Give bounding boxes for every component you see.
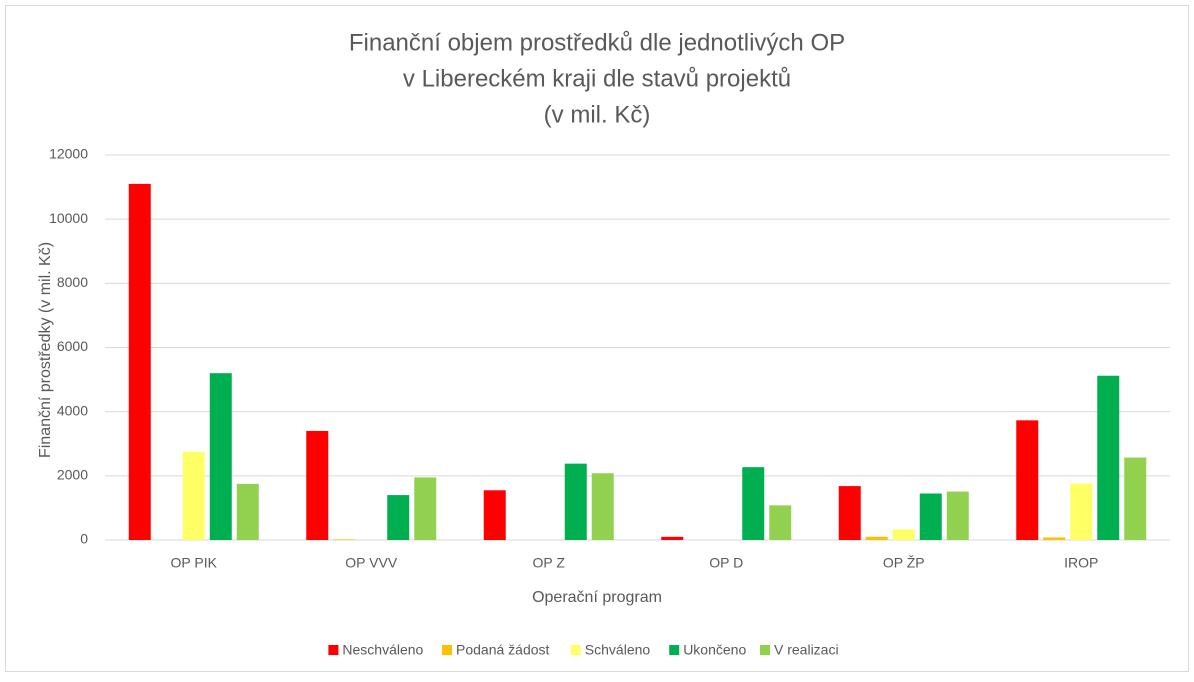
chart-border: [5, 5, 1189, 672]
bar: [838, 486, 861, 540]
bar: [564, 463, 587, 540]
y-tick-label: 0: [80, 531, 88, 547]
x-tick-label: OP ŽP: [883, 555, 925, 571]
chart-title: Finanční objem prostředků dle jednotlivý…: [349, 29, 845, 56]
bar: [742, 467, 765, 540]
legend-label: Schváleno: [585, 642, 651, 658]
bar: [946, 491, 969, 540]
legend-label: Podaná žádost: [456, 642, 550, 658]
bar: [892, 529, 915, 540]
bar: [483, 490, 506, 540]
bar: [182, 451, 205, 540]
legend-swatch: [669, 645, 680, 655]
bar: [128, 183, 151, 540]
bar: [1097, 375, 1120, 540]
x-tick-label: OP Z: [533, 555, 566, 571]
legend-swatch: [570, 645, 581, 655]
bar: [1124, 457, 1147, 540]
y-tick-label: 4000: [57, 402, 88, 418]
legend-swatch: [760, 645, 770, 655]
x-axis-title: Operační program: [532, 589, 662, 606]
bar: [306, 430, 329, 540]
bar: [769, 505, 792, 540]
y-tick-label: 10000: [49, 210, 88, 226]
bar: [661, 536, 684, 540]
x-tick-label: OP D: [709, 555, 743, 571]
y-tick-label: 2000: [57, 467, 88, 483]
bar: [387, 495, 410, 540]
x-tick-label: OP PIK: [171, 555, 218, 571]
bar: [209, 373, 232, 540]
y-axis-title: Finanční prostředky (v mil. Kč): [37, 242, 54, 458]
legend-label: V realizaci: [774, 642, 839, 658]
bar: [1070, 483, 1093, 540]
y-tick-label: 12000: [49, 146, 88, 162]
bar: [1043, 537, 1066, 540]
bar: [865, 536, 888, 540]
legend-swatch: [442, 645, 452, 655]
legend-swatch: [328, 645, 339, 655]
legend-label: Neschváleno: [342, 642, 423, 658]
y-tick-label: 8000: [57, 274, 88, 290]
chart-title: (v mil. Kč): [544, 101, 651, 128]
x-tick-label: OP VVV: [345, 555, 398, 571]
bar: [919, 493, 942, 540]
x-tick-label: IROP: [1064, 555, 1098, 571]
legend-label: Ukončeno: [683, 642, 746, 658]
bar: [236, 483, 259, 540]
bar: [591, 473, 614, 540]
bar: [414, 477, 437, 540]
chart-title: v Libereckém kraji dle stavů projektů: [403, 65, 791, 92]
y-tick-label: 6000: [57, 338, 88, 354]
bar: [1016, 420, 1039, 540]
bar: [333, 539, 356, 540]
